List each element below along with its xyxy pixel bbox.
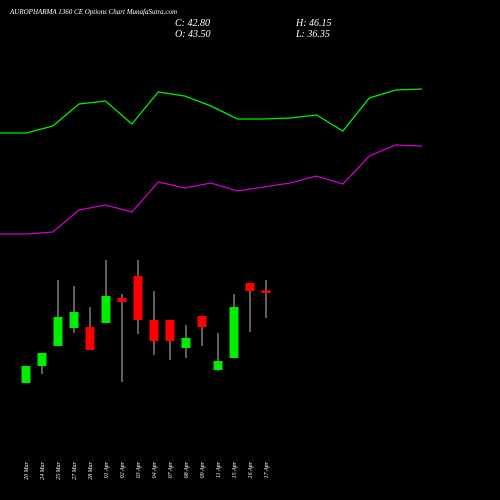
x-tick-label: 04 Apr	[151, 461, 158, 478]
x-tick-label: 03 Apr	[136, 461, 142, 478]
candle-body	[37, 352, 47, 367]
candle-body	[21, 366, 31, 383]
x-tick-label: 15 Apr	[232, 461, 238, 478]
candle-body	[245, 282, 255, 292]
candle-body	[133, 276, 143, 320]
candle-body	[53, 317, 63, 347]
candle-body	[101, 296, 111, 323]
x-tick-label: 07 Apr	[168, 461, 174, 478]
candle-body	[181, 337, 191, 348]
indicator-line	[0, 144, 423, 235]
candle-body	[213, 361, 223, 370]
open-label: O: 43.50	[175, 29, 211, 40]
candle-body	[261, 290, 271, 293]
chart-title: AUROPHARMA 1360 CE Options Chart MunafaS…	[9, 8, 177, 16]
indicator-line	[0, 88, 423, 134]
candle-body	[69, 312, 79, 328]
candle-body	[229, 307, 239, 358]
high-label: H: 46.15	[295, 18, 332, 29]
x-tick-label: 20 Mar	[24, 461, 30, 479]
x-tick-label: 27 Mar	[72, 461, 78, 479]
x-tick-label: 11 Apr	[216, 461, 222, 478]
x-tick-label: 16 Apr	[248, 461, 254, 478]
x-tick-label: 17 Apr	[264, 461, 270, 478]
candle-body	[197, 316, 207, 328]
low-label: L: 36.35	[295, 29, 330, 40]
close-label: C: 42.80	[175, 18, 210, 29]
x-tick-label: 24 Mar	[39, 461, 46, 479]
x-tick-label: 08 Apr	[184, 461, 190, 478]
x-tick-label: 09 Apr	[200, 461, 206, 478]
x-tick-label: 28 Mar	[88, 461, 94, 479]
x-tick-label: 25 Mar	[56, 461, 62, 479]
candle-body	[85, 327, 95, 350]
x-tick-label: 02 Apr	[120, 461, 126, 478]
candle-body	[149, 320, 159, 342]
candle-body	[117, 297, 127, 303]
candle-body	[165, 320, 175, 342]
x-tick-label: 01 Apr	[104, 461, 110, 478]
